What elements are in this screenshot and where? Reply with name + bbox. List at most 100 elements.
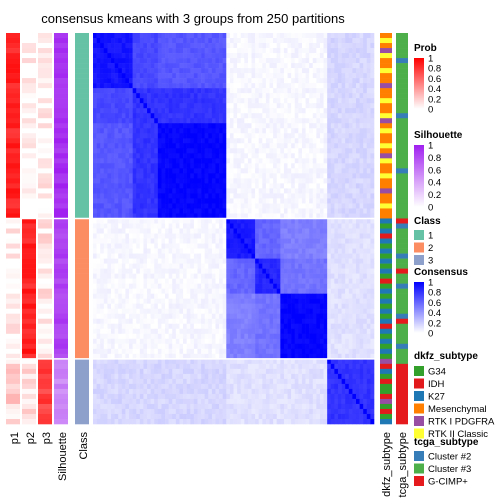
heatmap-cell [352,213,357,219]
heatmap-cell [287,243,292,249]
heatmap-cell [165,193,169,199]
heatmap-cell [366,138,371,144]
heatmap-cell [201,203,205,209]
heatmap-cell [352,238,357,244]
heatmap-cell [219,323,223,330]
heatmap-cell [143,263,148,269]
heatmap-cell [193,233,198,239]
heatmap-cell [201,183,205,189]
heatmap-cell [93,238,97,244]
heatmap-cell [161,83,166,89]
heatmap-cell [150,93,155,99]
heatmap-cell [132,158,137,164]
heatmap-cell [341,188,346,194]
heatmap-cell [129,88,133,94]
heatmap-cell [316,163,321,169]
heatmap-cell [179,253,184,259]
heatmap-cell [366,78,371,84]
heatmap-cell [287,48,292,54]
annotation-cell-silhouette [54,303,68,309]
heatmap-cell [150,228,155,234]
heatmap-cell [143,308,148,315]
heatmap-cell [222,58,227,64]
heatmap-cell [305,288,310,294]
heatmap-cell [211,298,216,304]
heatmap-cell [301,313,306,320]
heatmap-cell [139,123,144,129]
heatmap-cell [201,188,205,194]
heatmap-cell [334,183,339,189]
heatmap-cell [103,33,108,39]
heatmap-cell [215,153,220,159]
heatmap-cell [341,178,346,184]
heatmap-cell [139,138,144,144]
heatmap-cell [280,243,285,249]
heatmap-cell [125,303,130,309]
heatmap-cell [316,103,321,109]
annotation-cell-p3 [38,253,52,259]
heatmap-cell [96,158,101,164]
heatmap-cell [111,88,115,94]
heatmap-cell [309,128,314,134]
heatmap-cell [183,38,187,44]
heatmap-cell [186,263,191,269]
heatmap-cell [219,83,223,89]
heatmap-cell [337,193,342,199]
heatmap-cell [136,123,141,129]
heatmap-cell [193,153,198,159]
heatmap-cell [348,108,353,114]
heatmap-cell [348,58,353,64]
heatmap-cell [139,208,144,214]
heatmap-cell [161,38,166,44]
heatmap-cell [179,113,184,119]
heatmap-cell [334,233,339,239]
heatmap-cell [291,153,296,159]
heatmap-cell [201,223,205,229]
heatmap-cell [251,323,256,330]
heatmap-cell [305,218,310,224]
heatmap-cell [111,233,115,239]
heatmap-cell [229,118,234,124]
heatmap-cell [334,163,339,169]
heatmap-cell [139,203,144,209]
heatmap-cell [165,318,169,325]
heatmap-cell [258,148,263,154]
heatmap-cell [222,213,227,219]
heatmap-cell [319,318,324,325]
annotation-cell-p2 [22,353,36,360]
heatmap-cell [280,208,285,214]
heatmap-cell [107,173,112,179]
heatmap-cell [136,198,141,204]
heatmap-cell [265,253,270,259]
heatmap-cell [136,48,141,54]
heatmap-cell [352,283,357,289]
heatmap-cell [93,48,97,54]
heatmap-cell [154,263,159,269]
annotation-cell-silhouette [54,308,68,315]
heatmap-cell [262,183,267,189]
heatmap-cell [316,223,321,229]
heatmap-cell [219,253,223,259]
heatmap-cell [265,98,270,104]
heatmap-cell [186,78,191,84]
heatmap-cell [143,283,148,289]
heatmap-cell [121,313,126,320]
heatmap-cell [175,58,180,64]
annotation-cell-class [75,393,89,400]
heatmap-cell [366,148,371,154]
heatmap-cell [168,133,173,139]
heatmap-cell [337,133,342,139]
heatmap-cell [111,118,115,124]
heatmap-cell [276,298,281,304]
heatmap-cell [370,218,375,224]
heatmap-cell [111,98,115,104]
heatmap-cell [283,203,288,209]
heatmap-cell [147,88,151,94]
annotation-cell-p1 [6,418,20,425]
heatmap-cell [291,88,296,94]
heatmap-cell [319,303,324,309]
heatmap-cell [143,193,148,199]
heatmap-cell [132,118,137,124]
heatmap-cell [154,143,159,149]
annotation-cell-p2 [22,153,36,159]
